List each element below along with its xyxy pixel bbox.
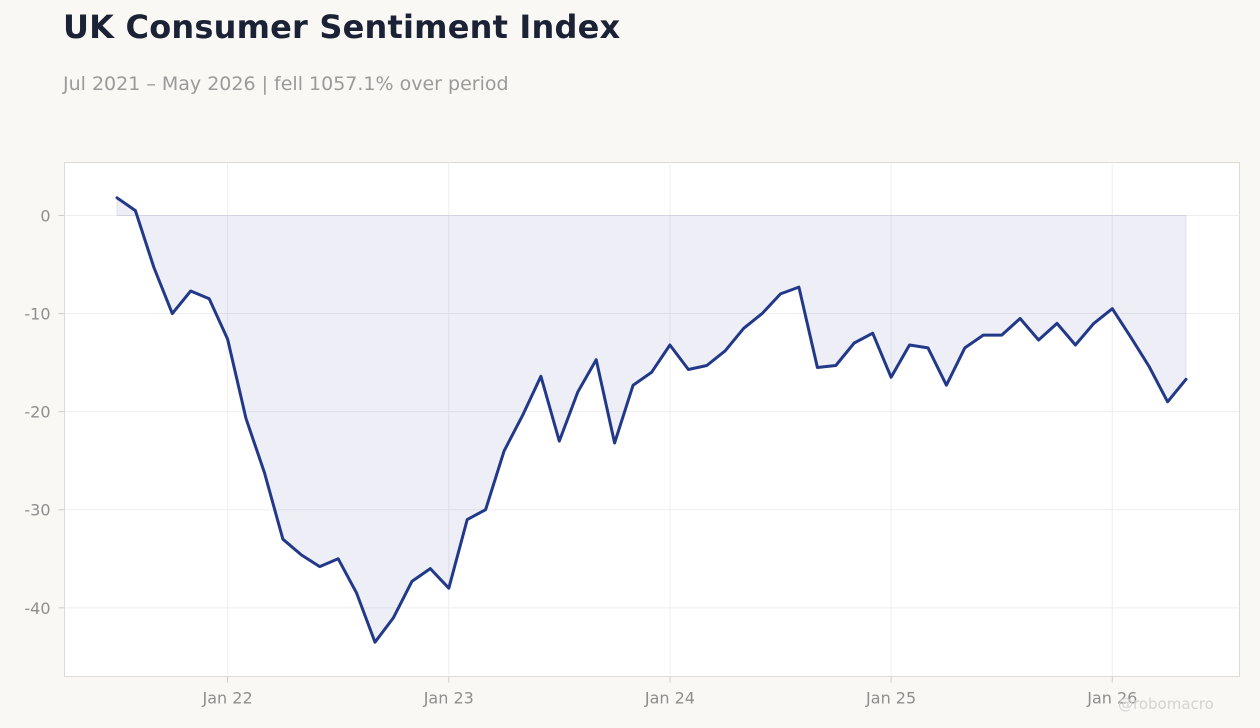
- watermark: @robomacro: [1118, 695, 1214, 713]
- data-point: [797, 286, 800, 289]
- data-point: [1019, 317, 1022, 320]
- data-point: [687, 368, 690, 371]
- y-tick-label: -40: [24, 599, 50, 618]
- data-point: [171, 312, 174, 315]
- data-point: [374, 641, 377, 644]
- x-tick-label: Jan 25: [865, 689, 916, 708]
- data-point: [853, 342, 856, 345]
- data-point: [1000, 334, 1003, 337]
- data-point: [134, 209, 137, 212]
- plot-area: [64, 162, 1240, 677]
- x-tick-label: Jan 23: [423, 689, 474, 708]
- data-point: [650, 371, 653, 374]
- data-point: [705, 364, 708, 367]
- data-point: [558, 440, 561, 443]
- series-line: [115, 196, 1188, 644]
- data-point: [834, 364, 837, 367]
- data-point: [779, 292, 782, 295]
- y-tick-label: -30: [24, 501, 50, 520]
- data-point: [761, 312, 764, 315]
- data-point: [226, 338, 229, 341]
- data-point: [392, 616, 395, 619]
- data-point: [337, 557, 340, 560]
- data-point: [668, 344, 671, 347]
- y-tick-label: 0: [40, 206, 50, 225]
- x-tick-label: Jan 22: [202, 689, 253, 708]
- data-point: [1074, 344, 1077, 347]
- data-point: [613, 442, 616, 445]
- data-point: [484, 508, 487, 511]
- data-point: [632, 384, 635, 387]
- data-point: [116, 196, 119, 199]
- data-point: [355, 592, 358, 595]
- data-point: [595, 358, 598, 361]
- chart-title: UK Consumer Sentiment Index: [63, 8, 621, 46]
- data-point: [724, 349, 727, 352]
- data-point: [1166, 400, 1169, 403]
- y-tick-label: -20: [24, 403, 50, 422]
- data-point: [245, 417, 248, 420]
- data-point: [890, 376, 893, 379]
- data-point: [1092, 322, 1095, 325]
- data-point: [1148, 365, 1151, 368]
- data-point: [189, 290, 192, 293]
- data-point: [1111, 307, 1114, 310]
- data-point: [410, 580, 413, 583]
- data-point: [1056, 322, 1059, 325]
- data-point: [1129, 336, 1132, 339]
- data-point: [429, 567, 432, 570]
- x-tick-label: Jan 26: [1086, 689, 1137, 708]
- data-point: [152, 266, 155, 269]
- data-point: [503, 449, 506, 452]
- data-point: [576, 391, 579, 394]
- data-point: [908, 344, 911, 347]
- data-point: [1037, 339, 1040, 342]
- data-point: [281, 538, 284, 541]
- data-point: [318, 565, 321, 568]
- data-point: [963, 346, 966, 349]
- x-tick-label: Jan 24: [644, 689, 695, 708]
- data-point: [521, 414, 524, 417]
- data-point: [927, 346, 930, 349]
- data-point: [447, 587, 450, 590]
- data-point: [871, 332, 874, 335]
- chart-subtitle: Jul 2021 – May 2026 | fell 1057.1% over …: [63, 73, 509, 95]
- data-point: [742, 327, 745, 330]
- data-point: [539, 375, 542, 378]
- data-point: [263, 471, 266, 474]
- data-point: [300, 553, 303, 556]
- data-point: [1185, 378, 1188, 381]
- data-point: [945, 384, 948, 387]
- y-tick-label: -10: [24, 305, 50, 324]
- data-point: [816, 366, 819, 369]
- data-point: [982, 334, 985, 337]
- data-point: [466, 518, 469, 521]
- data-point: [208, 297, 211, 300]
